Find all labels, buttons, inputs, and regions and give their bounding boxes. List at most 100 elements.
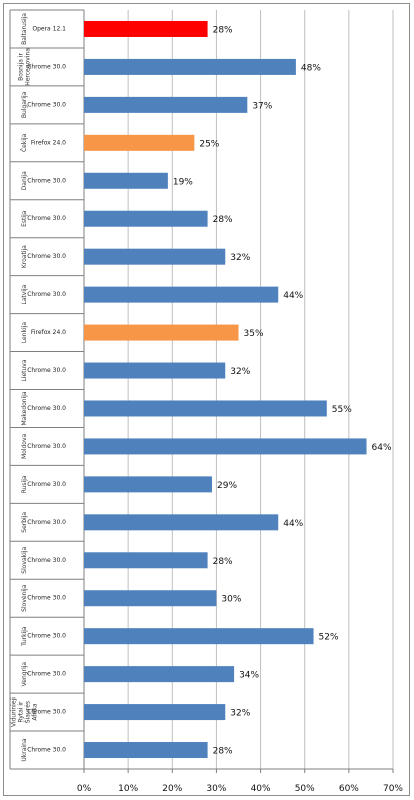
category-label: Baltarusija	[21, 13, 28, 45]
category-label-line: Danija	[21, 171, 28, 190]
category-label: Slovakija	[21, 547, 28, 574]
category-label: ViduriniejiRytai irŠiaurėsAfrika	[10, 697, 38, 727]
category-label-line: Lietuva	[21, 359, 28, 381]
bar	[84, 514, 279, 531]
category-label-line: Vidurinieji	[10, 697, 17, 727]
category-label-text: Danija	[21, 171, 28, 190]
bar	[84, 134, 195, 151]
value-label: 19%	[173, 177, 193, 187]
value-label: 44%	[283, 291, 303, 301]
category-label: Lietuva	[21, 359, 28, 381]
category-label-text: Latvija	[21, 284, 28, 304]
category-label: Rusija	[21, 475, 28, 493]
bar	[84, 324, 239, 341]
value-label: 32%	[230, 367, 250, 377]
category-label-text: Kroatija	[21, 245, 28, 268]
browser-label: Chrome 30.0	[27, 633, 66, 640]
category-label-text: Bosnija irHercegovina	[17, 48, 31, 86]
bar	[84, 628, 314, 645]
category-label: Kroatija	[21, 245, 28, 268]
category-label-line: Serbija	[21, 512, 28, 533]
value-label: 32%	[230, 709, 250, 719]
category-label: Makedonija	[21, 391, 28, 425]
bar	[84, 476, 213, 493]
bar	[84, 362, 226, 379]
browser-label: Chrome 30.0	[27, 253, 66, 260]
category-label-line: Bulgarija	[21, 91, 28, 118]
category-label-line: Latvija	[21, 284, 28, 304]
x-tick-label: 40%	[251, 784, 271, 794]
category-label-text: Slovakija	[21, 547, 28, 574]
value-label: 44%	[283, 519, 303, 529]
category-label-text: Turkija	[21, 626, 28, 647]
value-label: 25%	[199, 139, 219, 149]
category-label-line: Estija	[21, 210, 28, 227]
category-label-line: Lenkija	[21, 322, 28, 344]
category-label-text: Slovėnija	[21, 584, 28, 612]
browser-label: Chrome 30.0	[27, 481, 66, 488]
category-label-text: Čekija	[21, 133, 28, 152]
value-label: 55%	[332, 405, 352, 415]
category-label-line: Turkija	[21, 626, 28, 647]
bar	[84, 704, 226, 721]
browser-label: Chrome 30.0	[27, 63, 66, 70]
category-label-line: Ukraina	[21, 738, 28, 761]
category-label-text: Rusija	[21, 475, 28, 493]
bar	[84, 590, 217, 607]
category-label-text: Lietuva	[21, 359, 28, 381]
category-label-text: Bulgarija	[21, 91, 28, 118]
category-label-text: Estija	[21, 210, 28, 227]
bar	[84, 210, 208, 227]
value-label: 32%	[230, 253, 250, 263]
category-label-line: Slovakija	[21, 547, 28, 574]
bar	[84, 286, 279, 303]
bar	[84, 96, 248, 113]
browser-label: Chrome 30.0	[27, 709, 66, 716]
value-label: 37%	[252, 101, 272, 111]
browser-label: Chrome 30.0	[27, 291, 66, 298]
category-label-text: Lenkija	[21, 322, 28, 344]
category-label: Estija	[21, 210, 28, 227]
category-label-text: Baltarusija	[21, 13, 28, 45]
bar	[84, 58, 296, 75]
category-label-line: Kroatija	[21, 245, 28, 268]
browser-label: Opera 12.1	[32, 25, 66, 32]
category-label-line: Vengrija	[21, 662, 28, 687]
category-label-text: Moldova	[21, 433, 28, 459]
bar	[84, 248, 226, 265]
category-label-text: Ukraina	[21, 738, 28, 761]
x-tick-label: 30%	[206, 784, 226, 794]
category-label-line: Rytai ir	[17, 701, 24, 723]
category-label-text: Vengrija	[21, 662, 28, 687]
x-tick-label: 0%	[77, 784, 92, 794]
bar	[84, 742, 208, 759]
category-label: Latvija	[21, 284, 28, 304]
value-label: 52%	[319, 633, 339, 643]
bar	[84, 20, 208, 37]
bar	[84, 172, 168, 189]
category-label: Bosnija irHercegovina	[17, 48, 31, 86]
category-label: Bulgarija	[21, 91, 28, 118]
value-label: 35%	[244, 329, 264, 339]
x-tick-label: 50%	[295, 784, 315, 794]
value-label: 64%	[372, 443, 392, 453]
value-label: 34%	[239, 671, 259, 681]
browser-label: Chrome 30.0	[27, 101, 66, 108]
category-label-line: Šiaurės	[24, 701, 31, 723]
category-label: Turkija	[21, 626, 28, 647]
x-tick-label: 20%	[162, 784, 182, 794]
category-label: Ukraina	[21, 738, 28, 761]
category-label-text: Serbija	[21, 512, 28, 533]
x-tick-label: 70%	[383, 784, 403, 794]
browser-label: Chrome 30.0	[27, 595, 66, 602]
category-label: Serbija	[21, 512, 28, 533]
category-label: Lenkija	[21, 322, 28, 344]
x-tick-label: 60%	[339, 784, 359, 794]
x-tick-label: 10%	[118, 784, 138, 794]
category-label-line: Čekija	[21, 133, 28, 152]
category-label: Čekija	[21, 133, 28, 152]
browser-label: Chrome 30.0	[27, 367, 66, 374]
browser-label: Chrome 30.0	[27, 671, 66, 678]
category-label-line: Rusija	[21, 475, 28, 493]
category-label-text: Makedonija	[21, 391, 28, 425]
